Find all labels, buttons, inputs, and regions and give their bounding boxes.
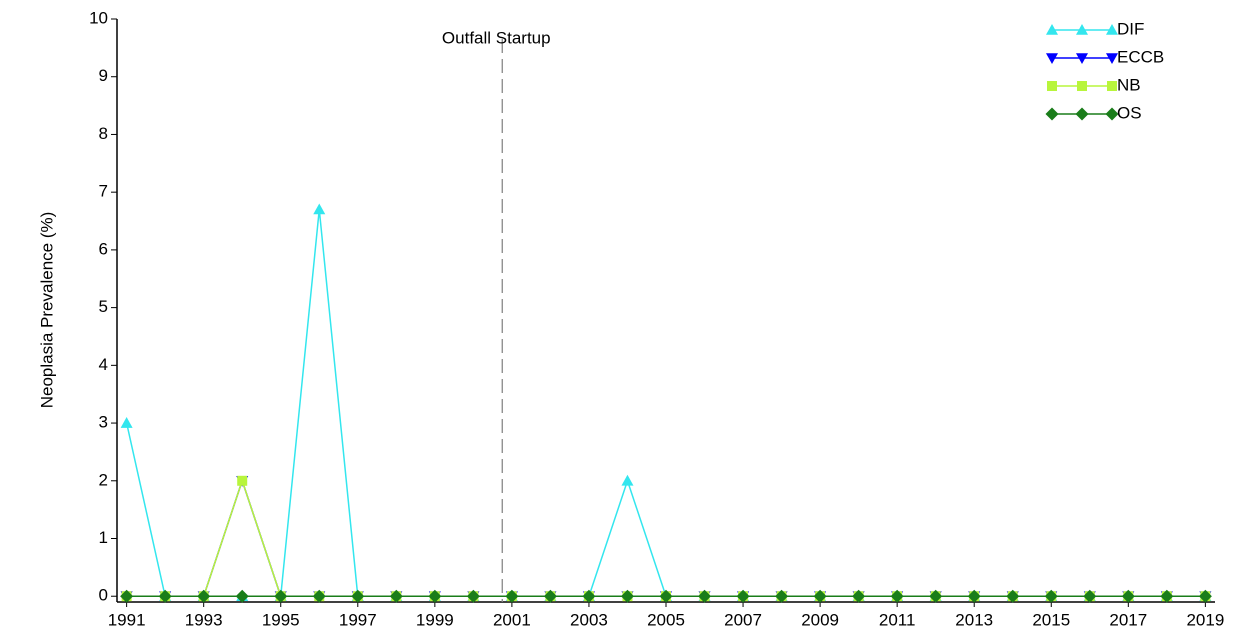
series-line <box>126 478 1206 597</box>
legend-label: ECCB <box>1117 47 1164 66</box>
y-tick-label: 2 <box>99 470 108 489</box>
y-axis-label: Neoplasia Prevalence (%) <box>37 212 56 409</box>
x-tick-label: 2009 <box>801 610 839 629</box>
legend-label: DIF <box>1117 19 1144 38</box>
marker <box>120 589 134 603</box>
marker <box>389 589 403 603</box>
x-tick-label: 2015 <box>1032 610 1070 629</box>
legend-marker <box>1045 107 1059 121</box>
legend-marker <box>1046 24 1058 35</box>
marker <box>1044 589 1058 603</box>
series-line <box>126 478 1206 597</box>
series-line <box>125 209 1206 597</box>
y-tick-label: 3 <box>99 413 108 432</box>
marker <box>929 589 943 603</box>
marker <box>120 417 133 428</box>
marker <box>1083 589 1097 603</box>
marker <box>543 589 557 603</box>
y-tick-label: 10 <box>89 8 108 27</box>
marker <box>775 589 789 603</box>
marker <box>505 589 519 603</box>
y-tick-label: 0 <box>99 586 108 605</box>
legend-marker <box>1075 107 1089 121</box>
x-tick-label: 2017 <box>1109 610 1147 629</box>
x-tick-label: 1997 <box>339 610 377 629</box>
annotation-text: Outfall Startup <box>442 28 551 47</box>
marker <box>967 589 981 603</box>
legend-marker <box>1106 24 1118 35</box>
marker <box>428 589 442 603</box>
legend-marker <box>1106 53 1118 64</box>
x-tick-label: 2011 <box>879 610 916 629</box>
marker <box>197 589 211 603</box>
marker <box>659 589 673 603</box>
marker <box>620 589 634 603</box>
x-tick-label: 1993 <box>185 610 223 629</box>
x-tick-label: 2001 <box>493 610 531 629</box>
y-tick-label: 9 <box>99 66 108 85</box>
legend-label: OS <box>1117 103 1142 122</box>
legend-marker <box>1107 81 1117 91</box>
y-tick-label: 4 <box>99 355 108 374</box>
marker <box>312 589 326 603</box>
x-tick-label: 2005 <box>647 610 685 629</box>
legend-marker <box>1046 53 1058 64</box>
marker <box>621 474 634 486</box>
marker <box>582 589 596 603</box>
marker <box>235 589 249 603</box>
marker <box>274 589 288 603</box>
x-tick-label: 2013 <box>955 610 993 629</box>
marker <box>1006 589 1020 603</box>
x-tick-label: 2003 <box>570 610 608 629</box>
y-tick-label: 8 <box>99 124 108 143</box>
x-tick-label: 1991 <box>108 610 146 629</box>
legend-marker <box>1047 81 1057 91</box>
legend-marker <box>1076 53 1088 64</box>
marker <box>813 589 827 603</box>
marker <box>313 203 326 215</box>
y-tick-label: 6 <box>99 239 108 258</box>
x-tick-label: 1995 <box>262 610 300 629</box>
y-tick-label: 5 <box>99 297 108 316</box>
marker <box>852 589 866 603</box>
y-tick-label: 7 <box>99 182 108 201</box>
legend-marker <box>1105 107 1119 121</box>
x-tick-label: 2007 <box>724 610 762 629</box>
marker <box>351 589 365 603</box>
marker <box>237 475 248 486</box>
marker <box>736 589 750 603</box>
legend-label: NB <box>1117 75 1141 94</box>
marker <box>698 589 712 603</box>
marker <box>890 589 904 603</box>
x-tick-label: 2019 <box>1186 610 1224 629</box>
x-tick-label: 1999 <box>416 610 454 629</box>
y-tick-label: 1 <box>99 528 108 547</box>
marker <box>466 589 480 603</box>
legend-marker <box>1077 81 1087 91</box>
marker <box>158 589 172 603</box>
marker <box>1160 589 1174 603</box>
marker <box>1198 589 1212 603</box>
marker <box>1121 589 1135 603</box>
legend-marker <box>1076 24 1088 35</box>
